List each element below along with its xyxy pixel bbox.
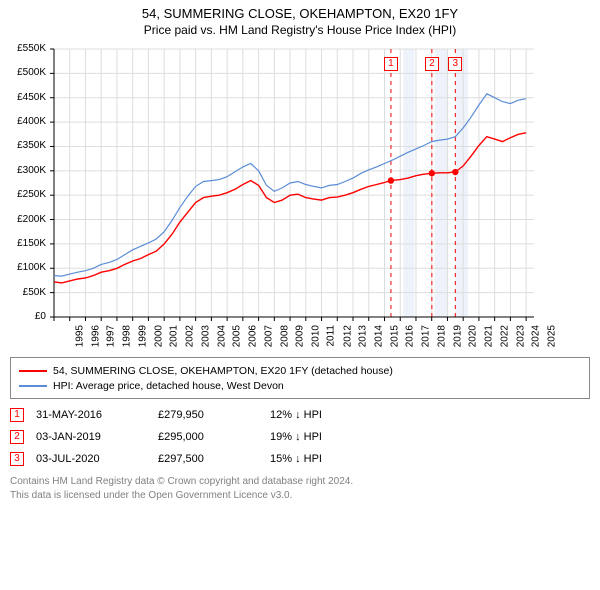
x-axis-label: 2017 xyxy=(420,325,431,347)
x-axis-label: 2019 xyxy=(452,325,463,347)
y-axis-label: £50K xyxy=(10,287,46,298)
x-axis-label: 2015 xyxy=(389,325,400,347)
sale-date: 03-JAN-2019 xyxy=(36,431,146,443)
sale-row-marker: 1 xyxy=(10,408,24,422)
sale-row: 3 03-JUL-2020 £297,500 15% ↓ HPI xyxy=(10,449,590,469)
y-axis-label: £450K xyxy=(10,92,46,103)
sale-marker-2: 2 xyxy=(425,57,439,71)
x-axis-label: 1997 xyxy=(106,325,117,347)
sale-price: £295,000 xyxy=(158,431,258,443)
x-axis-label: 2024 xyxy=(531,325,542,347)
x-axis-label: 2009 xyxy=(295,325,306,347)
x-axis-label: 2023 xyxy=(515,325,526,347)
x-axis-label: 2025 xyxy=(546,325,557,347)
x-axis-label: 2014 xyxy=(373,325,384,347)
x-axis-label: 2005 xyxy=(232,325,243,347)
legend-item: 54, SUMMERING CLOSE, OKEHAMPTON, EX20 1F… xyxy=(19,363,581,378)
legend-swatch xyxy=(19,370,47,372)
x-axis-label: 1999 xyxy=(137,325,148,347)
x-axis-label: 2020 xyxy=(468,325,479,347)
x-axis-label: 2018 xyxy=(436,325,447,347)
x-axis-label: 2002 xyxy=(184,325,195,347)
legend: 54, SUMMERING CLOSE, OKEHAMPTON, EX20 1F… xyxy=(10,357,590,399)
y-axis-label: £150K xyxy=(10,238,46,249)
y-axis-label: £200K xyxy=(10,214,46,225)
sale-marker-3: 3 xyxy=(448,57,462,71)
y-axis-label: £550K xyxy=(10,43,46,54)
sales-table: 1 31-MAY-2016 £279,950 12% ↓ HPI 2 03-JAN-201… xyxy=(10,405,590,469)
x-axis-label: 2012 xyxy=(342,325,353,347)
y-axis-label: £500K xyxy=(10,67,46,78)
y-axis-label: £250K xyxy=(10,189,46,200)
chart-svg xyxy=(10,43,540,353)
x-axis-label: 2022 xyxy=(499,325,510,347)
x-axis-label: 2003 xyxy=(200,325,211,347)
footer-line-2: This data is licensed under the Open Gov… xyxy=(10,489,590,503)
titles: 54, SUMMERING CLOSE, OKEHAMPTON, EX20 1F… xyxy=(10,6,590,37)
x-axis-label: 2016 xyxy=(405,325,416,347)
sale-diff: 12% ↓ HPI xyxy=(270,409,390,421)
x-axis-label: 2004 xyxy=(216,325,227,347)
sale-price: £279,950 xyxy=(158,409,258,421)
x-axis-label: 2011 xyxy=(325,325,336,347)
x-axis-label: 2010 xyxy=(310,325,321,347)
sale-price: £297,500 xyxy=(158,453,258,465)
x-axis-label: 2000 xyxy=(153,325,164,347)
sale-date: 31-MAY-2016 xyxy=(36,409,146,421)
sale-diff: 19% ↓ HPI xyxy=(270,431,390,443)
y-axis-label: £400K xyxy=(10,116,46,127)
x-axis-label: 2008 xyxy=(279,325,290,347)
sale-marker-1: 1 xyxy=(384,57,398,71)
footer: Contains HM Land Registry data © Crown c… xyxy=(10,475,590,502)
y-axis-label: £300K xyxy=(10,165,46,176)
sale-row-marker: 2 xyxy=(10,430,24,444)
x-axis-label: 2007 xyxy=(263,325,274,347)
legend-item: HPI: Average price, detached house, West… xyxy=(19,378,581,393)
title-sub: Price paid vs. HM Land Registry's House … xyxy=(10,23,590,37)
chart-area: £0 £50K £100K £150K £200K £250K £300K £350K £400… xyxy=(10,43,540,353)
legend-label: 54, SUMMERING CLOSE, OKEHAMPTON, EX20 1F… xyxy=(53,365,393,377)
x-axis-label: 2013 xyxy=(358,325,369,347)
sale-row: 1 31-MAY-2016 £279,950 12% ↓ HPI xyxy=(10,405,590,425)
x-axis-label: 2006 xyxy=(247,325,258,347)
chart-container: 54, SUMMERING CLOSE, OKEHAMPTON, EX20 1F… xyxy=(0,0,600,510)
sale-diff: 15% ↓ HPI xyxy=(270,453,390,465)
footer-line-1: Contains HM Land Registry data © Crown c… xyxy=(10,475,590,489)
sale-date: 03-JUL-2020 xyxy=(36,453,146,465)
legend-swatch xyxy=(19,385,47,387)
sale-row: 2 03-JAN-2019 £295,000 19% ↓ HPI xyxy=(10,427,590,447)
legend-label: HPI: Average price, detached house, West… xyxy=(53,380,284,392)
y-axis-label: £350K xyxy=(10,140,46,151)
y-axis-label: £0 xyxy=(10,311,46,322)
sale-row-marker: 3 xyxy=(10,452,24,466)
x-axis-label: 1998 xyxy=(121,325,132,347)
x-axis-label: 1996 xyxy=(90,325,101,347)
x-axis-label: 1995 xyxy=(74,325,85,347)
x-axis-label: 2001 xyxy=(169,325,180,347)
title-main: 54, SUMMERING CLOSE, OKEHAMPTON, EX20 1F… xyxy=(10,6,590,21)
x-axis-label: 2021 xyxy=(483,325,494,347)
y-axis-label: £100K xyxy=(10,262,46,273)
